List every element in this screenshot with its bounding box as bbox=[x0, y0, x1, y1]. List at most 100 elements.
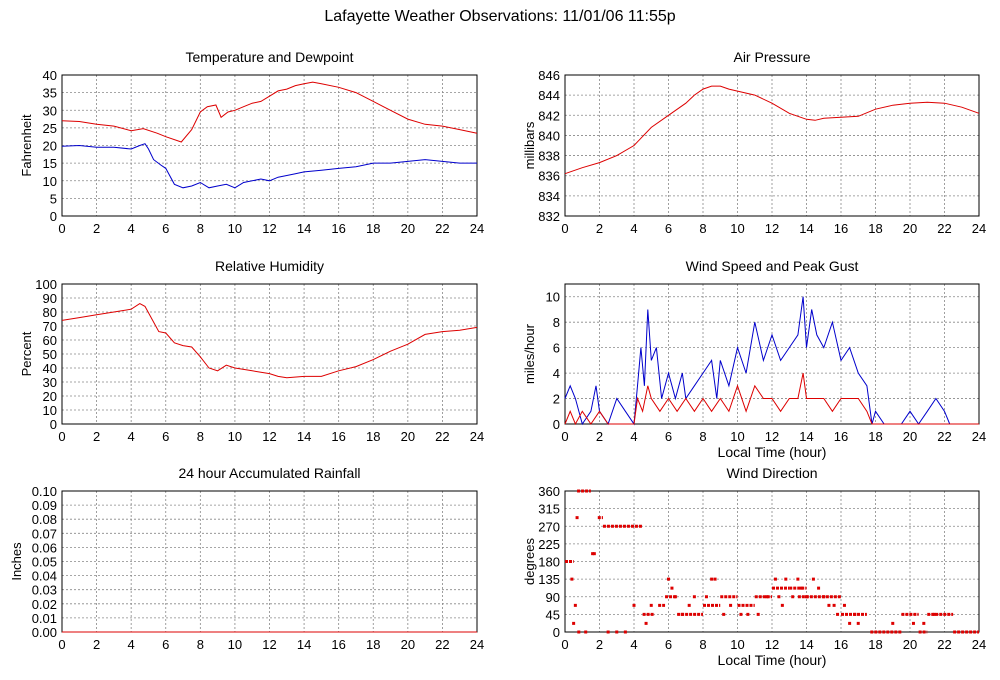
wind-x-tick-label: 16 bbox=[834, 429, 848, 444]
wind-x-axis-label: Local Time (hour) bbox=[718, 444, 827, 460]
humidity-y-tick-label: 60 bbox=[43, 333, 57, 348]
humidity-y-tick-label: 0 bbox=[50, 417, 57, 432]
rain-y-tick-label: 0.06 bbox=[32, 540, 57, 555]
humidity-y-tick-label: 30 bbox=[43, 375, 57, 390]
temp-plot-frame bbox=[61, 74, 478, 217]
rain-x-tick-label: 24 bbox=[470, 637, 484, 652]
pressure-plot-frame bbox=[564, 74, 980, 217]
winddir-x-tick-label: 8 bbox=[699, 637, 706, 652]
temp-x-tick-label: 12 bbox=[262, 221, 276, 236]
winddir-y-tick-label: 225 bbox=[538, 537, 560, 552]
humidity-plot-frame bbox=[61, 283, 478, 425]
humidity-x-tick-label: 4 bbox=[128, 429, 135, 444]
winddir-direction-point bbox=[756, 612, 760, 616]
winddir-y-tick-label: 315 bbox=[538, 502, 560, 517]
temp-x-tick-label: 6 bbox=[162, 221, 169, 236]
winddir-direction-point bbox=[922, 621, 926, 625]
pressure-x-tick-label: 22 bbox=[937, 221, 951, 236]
winddir-direction-point bbox=[615, 630, 619, 634]
winddir-x-tick-label: 10 bbox=[730, 637, 744, 652]
rain-x-tick-label: 10 bbox=[228, 637, 242, 652]
winddir-direction-point bbox=[584, 630, 588, 634]
winddir-x-tick-label: 6 bbox=[665, 637, 672, 652]
rain-y-tick-label: 0.07 bbox=[32, 526, 57, 541]
rain-x-tick-label: 4 bbox=[128, 637, 135, 652]
rain-x-tick-label: 8 bbox=[197, 637, 204, 652]
rain-x-tick-label: 20 bbox=[401, 637, 415, 652]
wind-y-tick-label: 2 bbox=[553, 392, 560, 407]
wind-x-tick-label: 12 bbox=[765, 429, 779, 444]
winddir-x-tick-label: 14 bbox=[799, 637, 813, 652]
winddir-direction-point bbox=[932, 612, 936, 616]
winddir-y-tick-label: 360 bbox=[538, 484, 560, 499]
temp-y-tick-label: 0 bbox=[50, 209, 57, 224]
temp-y-tick-label: 30 bbox=[43, 103, 57, 118]
temp-x-tick-label: 18 bbox=[366, 221, 380, 236]
humidity-y-tick-label: 10 bbox=[43, 403, 57, 418]
winddir-x-tick-label: 4 bbox=[630, 637, 637, 652]
humidity-x-tick-label: 12 bbox=[262, 429, 276, 444]
pressure-y-tick-label: 834 bbox=[538, 189, 560, 204]
winddir-direction-point bbox=[856, 621, 860, 625]
temp-y-tick-label: 25 bbox=[43, 121, 57, 136]
wind-x-tick-label: 2 bbox=[596, 429, 603, 444]
winddir-y-axis-label: degrees bbox=[522, 538, 537, 585]
winddir-direction-point bbox=[805, 595, 808, 599]
winddir-direction-point bbox=[842, 603, 846, 607]
humidity-x-tick-label: 16 bbox=[331, 429, 345, 444]
rain-y-tick-label: 0.03 bbox=[32, 583, 57, 598]
rain-y-tick-label: 0.04 bbox=[32, 569, 57, 584]
temp-x-tick-label: 4 bbox=[128, 221, 135, 236]
winddir-direction-point bbox=[673, 595, 677, 599]
winddir-direction-point bbox=[729, 603, 733, 607]
humidity-y-tick-label: 70 bbox=[43, 319, 57, 334]
winddir-direction-point bbox=[667, 577, 670, 581]
winddir-y-tick-label: 0 bbox=[553, 625, 560, 640]
winddir-direction-point bbox=[784, 577, 788, 581]
humidity-y-tick-label: 40 bbox=[43, 361, 57, 376]
wind-y-tick-label: 8 bbox=[553, 315, 560, 330]
humidity-x-tick-label: 6 bbox=[162, 429, 169, 444]
winddir-x-tick-label: 2 bbox=[596, 637, 603, 652]
winddir-y-tick-label: 135 bbox=[538, 572, 560, 587]
humidity-x-tick-label: 0 bbox=[58, 429, 65, 444]
rain-y-tick-label: 0.09 bbox=[32, 498, 57, 513]
wind-x-tick-label: 22 bbox=[937, 429, 951, 444]
humidity-x-tick-label: 2 bbox=[93, 429, 100, 444]
winddir-x-axis-label: Local Time (hour) bbox=[718, 652, 827, 668]
pressure-y-axis-label: millibars bbox=[522, 121, 537, 169]
winddir-direction-point bbox=[680, 612, 684, 616]
winddir-y-tick-label: 270 bbox=[538, 519, 560, 534]
pressure-y-tick-label: 832 bbox=[538, 209, 560, 224]
rain-y-tick-label: 0.10 bbox=[32, 484, 57, 499]
temp-y-tick-label: 5 bbox=[50, 191, 57, 206]
temp-y-axis-label: Fahrenheit bbox=[19, 114, 34, 177]
temp-x-tick-label: 8 bbox=[197, 221, 204, 236]
humidity-x-tick-label: 22 bbox=[435, 429, 449, 444]
winddir-direction-point bbox=[570, 577, 574, 581]
humidity-x-tick-label: 18 bbox=[366, 429, 380, 444]
winddir-x-tick-label: 22 bbox=[937, 637, 951, 652]
wind-x-tick-label: 4 bbox=[630, 429, 637, 444]
winddir-x-tick-label: 12 bbox=[765, 637, 779, 652]
pressure-x-tick-label: 14 bbox=[799, 221, 813, 236]
winddir-y-tick-label: 180 bbox=[538, 555, 560, 570]
winddir-direction-point bbox=[811, 577, 815, 581]
wind-x-tick-label: 18 bbox=[868, 429, 882, 444]
pressure-y-tick-label: 844 bbox=[538, 88, 560, 103]
rain-title: 24 hour Accumulated Rainfall bbox=[178, 465, 360, 481]
temp-y-tick-label: 35 bbox=[43, 86, 57, 101]
temp-x-tick-label: 2 bbox=[93, 221, 100, 236]
winddir-direction-point bbox=[911, 621, 915, 625]
winddir-direction-point bbox=[827, 603, 831, 607]
temp-x-tick-label: 16 bbox=[331, 221, 345, 236]
winddir-direction-point bbox=[710, 577, 714, 581]
rain-x-tick-label: 6 bbox=[162, 637, 169, 652]
temp-series-red-line bbox=[61, 81, 478, 143]
winddir-direction-point bbox=[739, 612, 743, 616]
pressure-x-tick-label: 0 bbox=[561, 221, 568, 236]
wind-x-tick-label: 14 bbox=[799, 429, 813, 444]
winddir-direction-point bbox=[848, 621, 852, 625]
rain-x-tick-label: 22 bbox=[435, 637, 449, 652]
winddir-direction-point bbox=[692, 595, 696, 599]
